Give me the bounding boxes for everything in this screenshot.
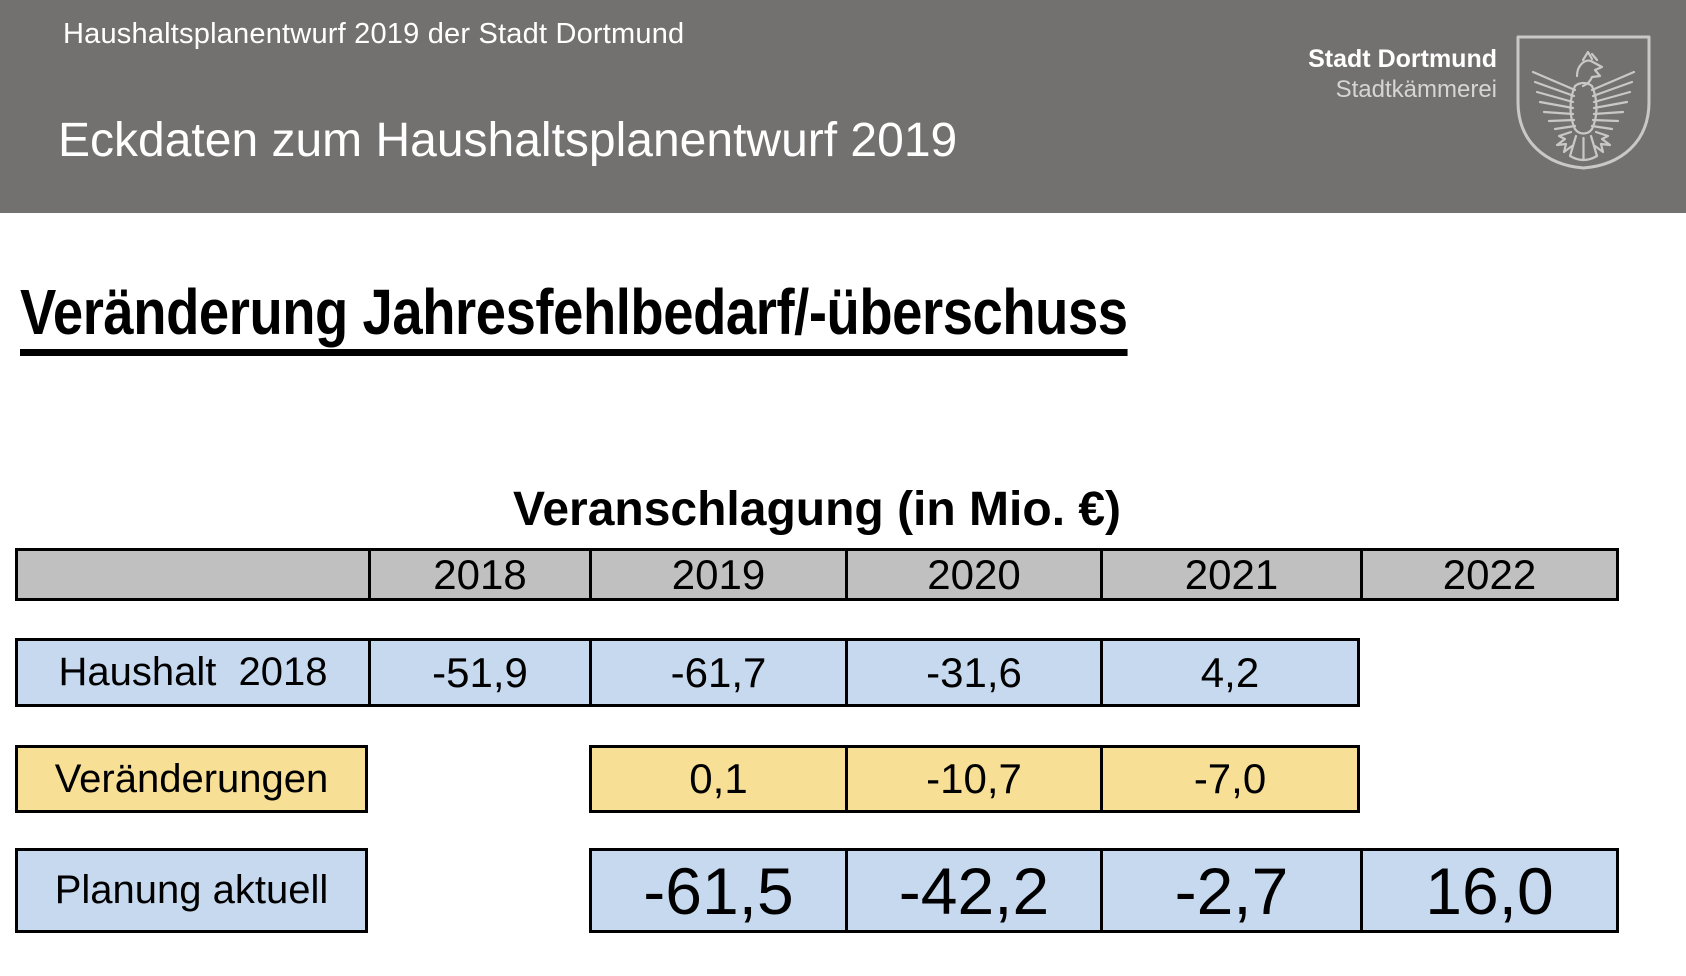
cell-haushalt2018-2020: -31,6 xyxy=(845,641,1100,704)
row-planung-aktuell-label-box: Planung aktuell xyxy=(15,848,368,933)
cell-planung-2022: 16,0 xyxy=(1360,851,1616,930)
brand-block: Stadt Dortmund Stadtkämmerei xyxy=(1308,44,1497,104)
table-title: Veranschlagung (in Mio. €) xyxy=(512,483,1122,536)
cell-planung-2019: -61,5 xyxy=(592,851,845,930)
row-veraenderungen-label-box: Veränderungen xyxy=(15,745,368,813)
cell-veraenderungen-2020: -10,7 xyxy=(845,748,1100,810)
row-label-planung-aktuell: Planung aktuell xyxy=(18,851,365,930)
header-cell-2019: 2019 xyxy=(589,551,845,598)
header-cell-2022: 2022 xyxy=(1360,551,1616,598)
banner-title: Eckdaten zum Haushaltsplanentwurf 2019 xyxy=(58,114,958,167)
header-cell-empty xyxy=(18,551,368,598)
cell-planung-2021: -2,7 xyxy=(1100,851,1360,930)
row-haushalt-2018: Haushalt 2018 -51,9 -61,7 -31,6 4,2 xyxy=(15,638,1360,707)
dortmund-eagle-shield-icon xyxy=(1516,35,1651,170)
brand-name: Stadt Dortmund xyxy=(1308,45,1497,73)
cell-planung-2020: -42,2 xyxy=(845,851,1100,930)
banner: Haushaltsplanentwurf 2019 der Stadt Dort… xyxy=(0,0,1686,213)
row-label-haushalt-2018: Haushalt 2018 xyxy=(18,641,368,704)
header-cell-2021: 2021 xyxy=(1100,551,1360,598)
header-cell-2018: 2018 xyxy=(368,551,589,598)
cell-haushalt2018-2021: 4,2 xyxy=(1100,641,1357,704)
section-heading: Veränderung Jahresfehlbedarf/-überschuss xyxy=(20,280,1323,356)
brand-subtitle: Stadtkämmerei xyxy=(1335,75,1497,103)
cell-veraenderungen-2019: 0,1 xyxy=(592,748,845,810)
cell-haushalt2018-2018: -51,9 xyxy=(368,641,589,704)
header-cell-2020: 2020 xyxy=(845,551,1100,598)
row-label-veraenderungen: Veränderungen xyxy=(18,748,365,810)
row-planung-aktuell-values: -61,5 -42,2 -2,7 16,0 xyxy=(589,848,1619,933)
cell-haushalt2018-2019: -61,7 xyxy=(589,641,845,704)
table-header-row: 2018 2019 2020 2021 2022 xyxy=(15,548,1619,601)
cell-veraenderungen-2021: -7,0 xyxy=(1100,748,1357,810)
row-veraenderungen-values: 0,1 -10,7 -7,0 xyxy=(589,745,1360,813)
banner-kicker: Haushaltsplanentwurf 2019 der Stadt Dort… xyxy=(63,18,685,50)
section-heading-text: Veränderung Jahresfehlbedarf/-überschuss xyxy=(20,280,1128,356)
